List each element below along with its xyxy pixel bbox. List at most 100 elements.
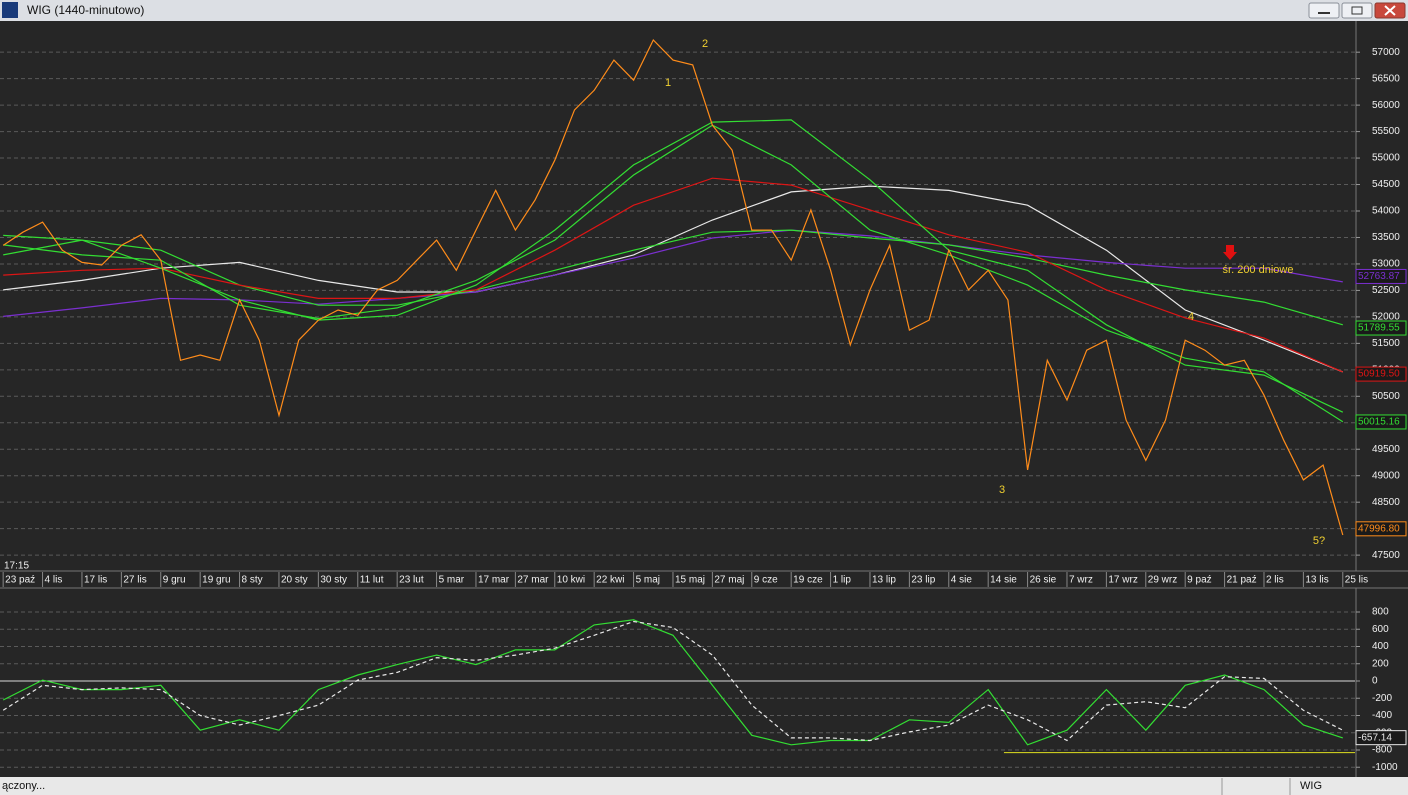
title-bar (0, 0, 1408, 21)
y-tick-label: -800 (1372, 745, 1392, 756)
status-right: WIG (1300, 780, 1322, 792)
x-tick-label: 26 sie (1030, 575, 1057, 586)
y-tick-label: 54500 (1372, 179, 1400, 190)
annotation: 2 (702, 38, 708, 50)
y-tick-label: 52000 (1372, 312, 1400, 323)
y-tick-label: 53000 (1372, 259, 1400, 270)
close-glyph (1384, 5, 1396, 16)
x-tick-label: 5 maj (636, 575, 660, 586)
x-tick-label: 23 lut (399, 575, 424, 586)
series-line (2, 619, 1343, 746)
y-tick-label: -1000 (1372, 762, 1398, 773)
x-tick-label: 15 maj (675, 575, 705, 586)
y-tick-label: 800 (1372, 607, 1389, 618)
x-tick-label: 14 sie (990, 575, 1017, 586)
last-value-box (1355, 414, 1407, 430)
x-tick-label: 9 paź (1187, 575, 1211, 586)
x-tick-label: 23 lip (911, 575, 935, 586)
y-tick-label: 200 (1372, 658, 1389, 669)
x-tick-label: 8 sty (242, 575, 263, 586)
x-tick-label: 25 lis (1345, 575, 1368, 586)
x-tick-label: 17 lis (84, 575, 107, 586)
series-line (2, 38, 1344, 536)
x-tick-label: 29 wrz (1148, 575, 1177, 586)
y-tick-label: 57000 (1372, 47, 1400, 58)
x-tick-label: 10 kwi (557, 575, 585, 586)
restore-glyph (1351, 6, 1363, 15)
window-title: WIG (1440-minutowo) (27, 3, 144, 17)
x-tick-label: 20 sty (281, 575, 308, 586)
x-tick-label: 4 lis (45, 575, 63, 586)
x-tick-label: 19 gru (202, 575, 230, 586)
series-line (3, 185, 1344, 373)
last-value-label: 52763.87 (1358, 271, 1400, 282)
y-tick-label: 47500 (1372, 550, 1400, 561)
series-line (3, 119, 1344, 413)
x-tick-label: 9 gru (163, 575, 186, 586)
y-tick-label: 54000 (1372, 206, 1400, 217)
red-arrow (1223, 245, 1237, 260)
x-tick-label: 9 cze (754, 575, 778, 586)
series-line (3, 229, 1343, 326)
last-value-box (1355, 268, 1407, 284)
y-tick-label: 50500 (1372, 391, 1400, 402)
last-value-label: 51789.55 (1358, 323, 1400, 334)
annotation: 4 (1188, 311, 1194, 323)
x-tick-label: 27 lis (123, 575, 146, 586)
y-tick-label: 52500 (1372, 285, 1400, 296)
series-line (2, 620, 1344, 742)
annotation: 1 (665, 77, 671, 89)
last-value-box (1355, 521, 1407, 537)
x-tick-label: 5 mar (439, 575, 465, 586)
y-tick-label: 49000 (1372, 470, 1400, 481)
last-value-label: 47996.80 (1358, 523, 1400, 534)
y-tick-label: 400 (1372, 641, 1389, 652)
restore-button[interactable] (1341, 2, 1373, 19)
x-tick-label: 23 paź (5, 575, 35, 586)
y-tick-label: 56000 (1372, 100, 1400, 111)
last-value-label: 50015.16 (1358, 417, 1400, 428)
y-tick-label: -200 (1372, 693, 1392, 704)
x-tick-label: 7 wrz (1069, 575, 1093, 586)
x-tick-label: 19 cze (793, 575, 823, 586)
x-tick-label: 22 kwi (596, 575, 624, 586)
y-tick-label: 48500 (1372, 497, 1400, 508)
status-bar (0, 777, 1408, 795)
annotation: śr. 200 dniowe (1223, 264, 1294, 276)
x-tick-label: 21 paź (1227, 575, 1257, 586)
y-tick-label: 0 (1372, 676, 1378, 687)
last-value-label: -657.14 (1358, 732, 1392, 743)
y-tick-label: 51500 (1372, 338, 1400, 349)
x-tick-label: 2 lis (1266, 575, 1284, 586)
last-value-box (1355, 730, 1407, 746)
chart-background (0, 21, 1408, 777)
x-tick-label: 27 maj (714, 575, 744, 586)
y-tick-label: 49500 (1372, 444, 1400, 455)
y-tick-label: 53500 (1372, 232, 1400, 243)
time-label: 17:15 (4, 561, 29, 572)
x-tick-label: 30 sty (320, 575, 347, 586)
annotation: 5? (1313, 535, 1325, 547)
x-tick-label: 13 lip (872, 575, 896, 586)
last-value-label: 50919.50 (1358, 369, 1400, 380)
x-tick-label: 17 wrz (1108, 575, 1137, 586)
y-tick-label: -400 (1372, 710, 1392, 721)
last-value-box (1355, 320, 1407, 336)
series-line (3, 124, 1344, 423)
x-tick-label: 1 lip (833, 575, 852, 586)
status-left: ączony... (2, 780, 45, 792)
series-line (3, 229, 1343, 317)
minimize-button[interactable] (1308, 2, 1340, 19)
x-tick-label: 4 sie (951, 575, 973, 586)
app-icon (2, 2, 18, 18)
series-line (3, 177, 1344, 373)
y-tick-label: 600 (1372, 624, 1389, 635)
y-tick-label: 55500 (1372, 126, 1400, 137)
x-tick-label: 13 lis (1305, 575, 1328, 586)
x-tick-label: 17 mar (478, 575, 510, 586)
x-tick-label: 27 mar (517, 575, 549, 586)
y-tick-label: 56500 (1372, 73, 1400, 84)
annotation: 3 (999, 484, 1005, 496)
